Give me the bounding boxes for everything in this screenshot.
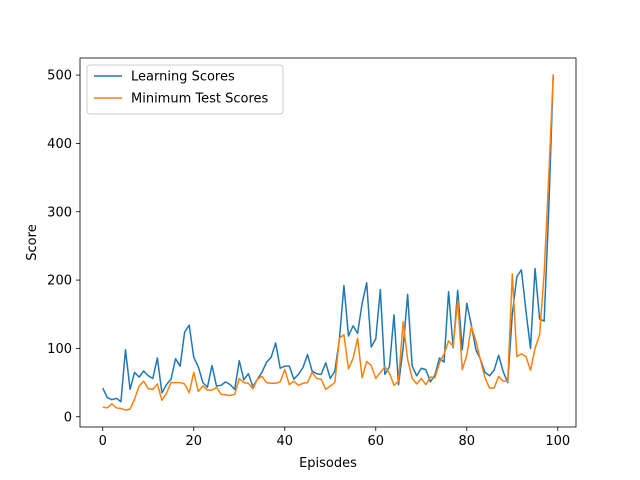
y-tick-label: 200 — [47, 274, 72, 289]
x-tick-label: 40 — [276, 434, 293, 449]
y-tick-label: 500 — [47, 69, 72, 84]
y-tick-label: 400 — [47, 137, 72, 152]
y-axis-label: Score — [25, 224, 40, 260]
y-axis-ticks: 0 100 200 300 400 500 — [47, 69, 80, 425]
x-tick-label: 100 — [545, 434, 570, 449]
y-tick-label: 100 — [47, 342, 72, 357]
legend-label-learning-scores: Learning Scores — [131, 70, 235, 85]
x-tick-label: 80 — [459, 434, 476, 449]
x-tick-label: 60 — [368, 434, 385, 449]
series-line-learning-scores — [102, 74, 554, 403]
legend: Learning Scores Minimum Test Scores — [86, 64, 284, 115]
series-line-minimum-test-scores — [102, 74, 554, 411]
x-tick-label: 0 — [99, 434, 107, 449]
x-tick-label: 20 — [185, 434, 202, 449]
y-tick-label: 300 — [47, 205, 72, 220]
axes-frame — [79, 57, 577, 428]
legend-label-minimum-test-scores: Minimum Test Scores — [131, 92, 269, 107]
legend-box — [86, 64, 284, 115]
y-tick-label: 0 — [64, 410, 72, 425]
x-axis-label: Episodes — [299, 456, 357, 471]
series-layer — [102, 74, 554, 411]
x-axis-ticks: 0 20 40 60 80 100 — [99, 427, 570, 449]
